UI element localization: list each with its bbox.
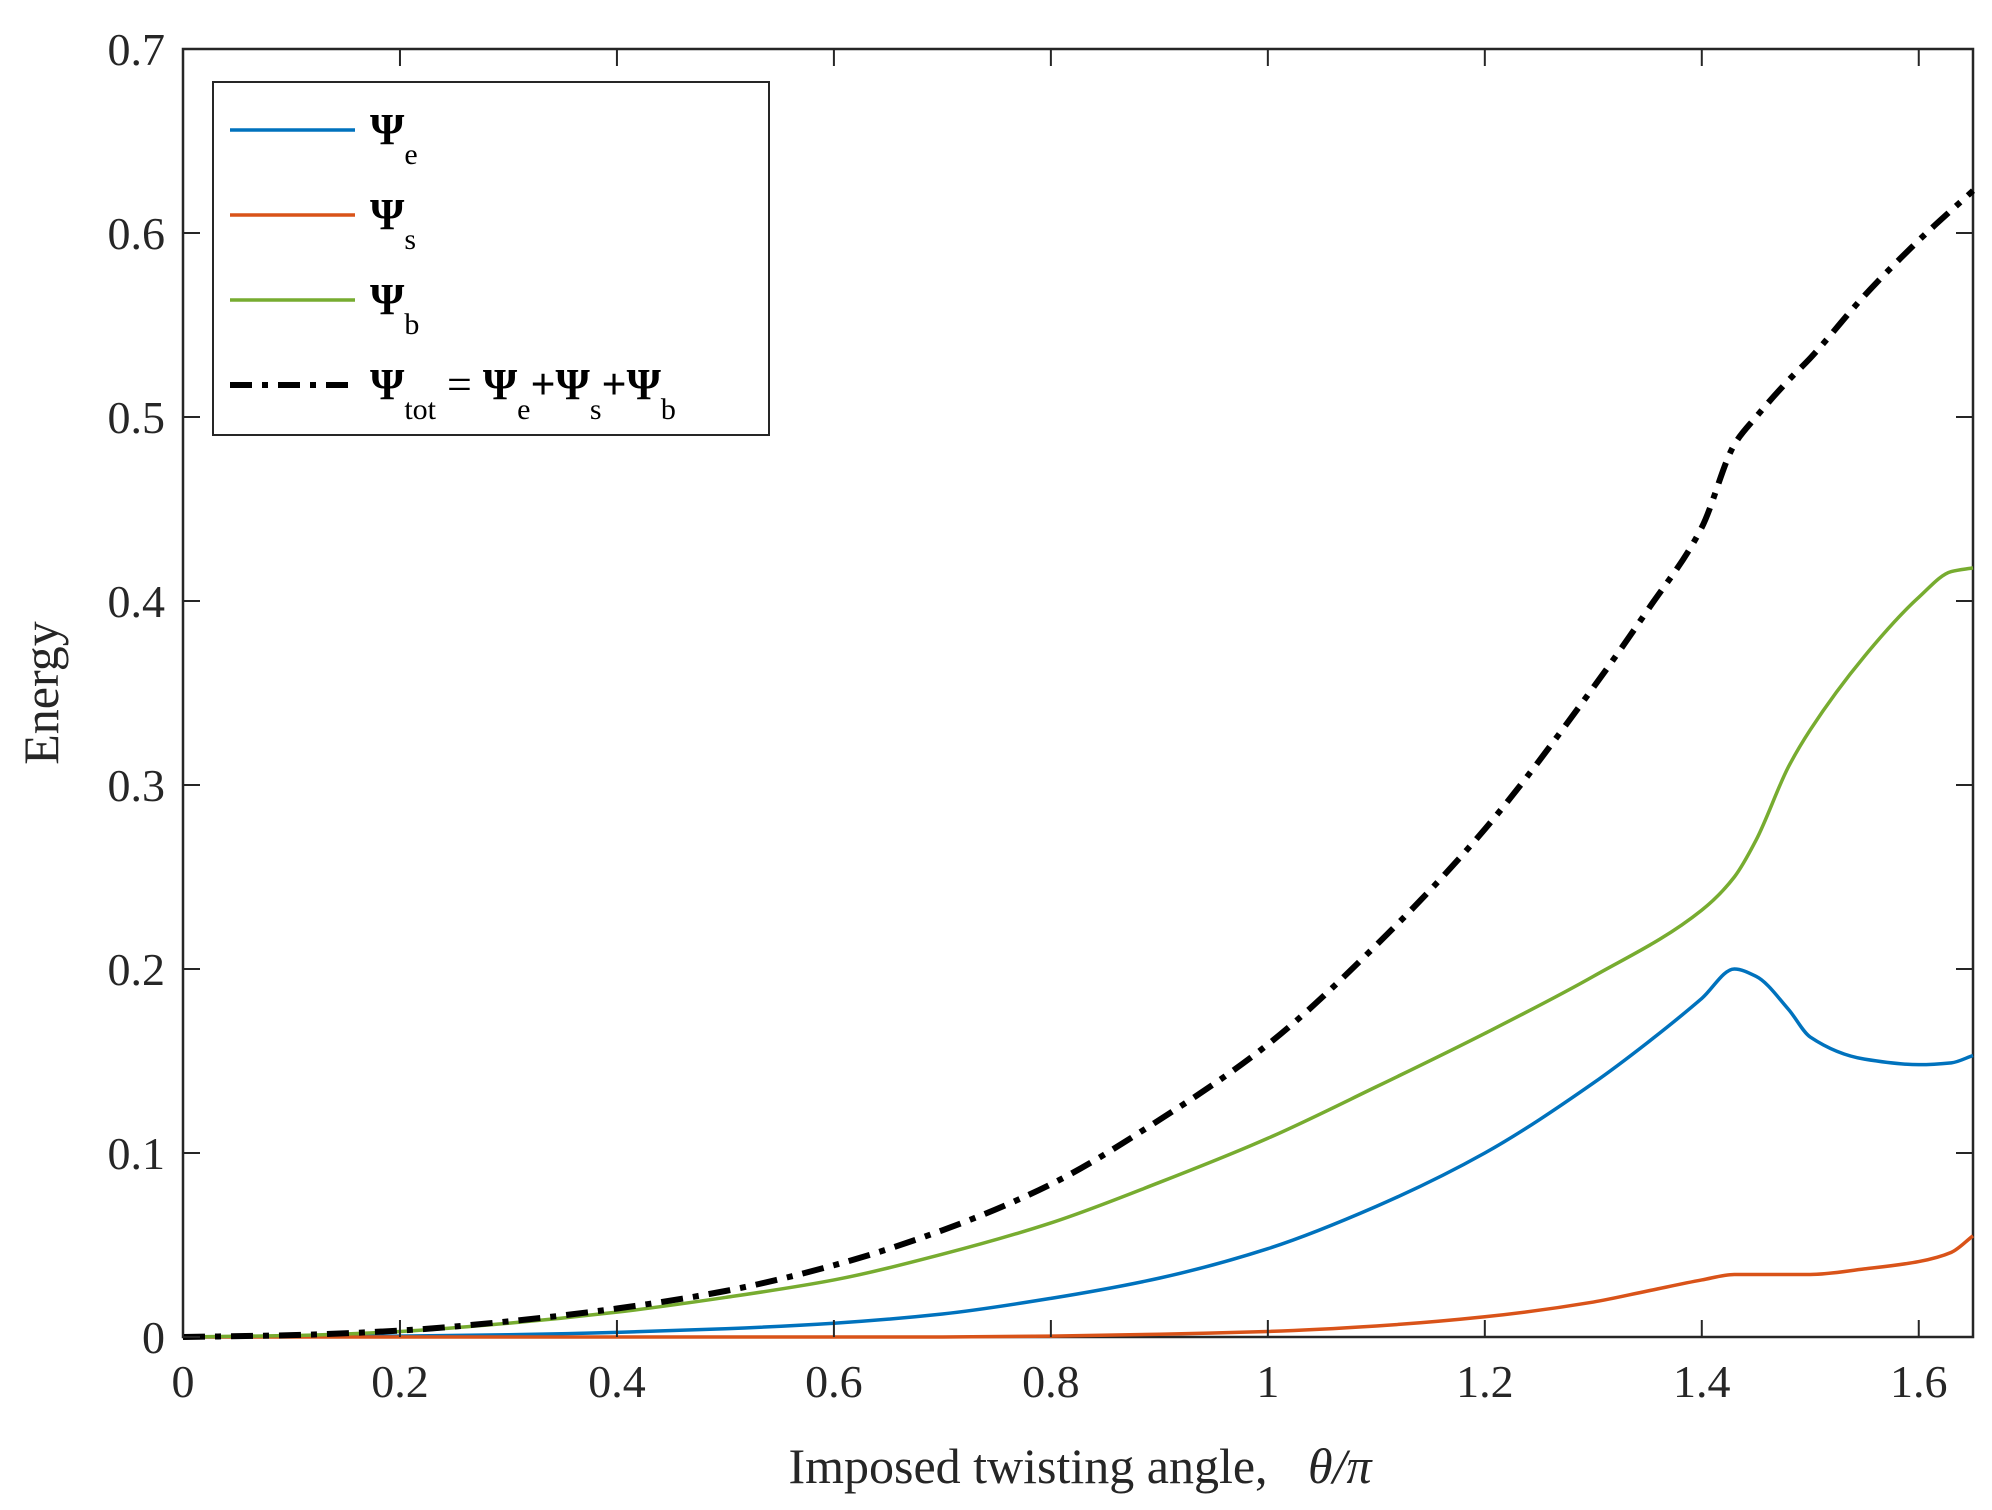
series-layer xyxy=(182,188,1976,1340)
x-tick-label: 0.2 xyxy=(371,1356,429,1407)
series-line-s xyxy=(183,1234,1975,1339)
y-tick-label: 0.6 xyxy=(108,208,166,259)
legend-label-sub: s xyxy=(404,223,416,256)
legend-label-sub: tot xyxy=(404,393,436,426)
legend-label-sub: e xyxy=(517,393,530,426)
x-tick-label: 0.4 xyxy=(588,1356,646,1407)
legend-label-main: Ψ xyxy=(370,360,405,409)
legend-label-s: Ψs xyxy=(370,190,416,256)
legend-label-part: +Ψ xyxy=(602,360,662,409)
x-tick-label: 1.2 xyxy=(1456,1356,1514,1407)
x-axis-title-symbol: θ/π xyxy=(1308,1438,1373,1494)
legend-label-sub: b xyxy=(404,308,419,341)
x-tick-label: 0 xyxy=(172,1356,195,1407)
legend-label-part: Ψ xyxy=(483,360,518,409)
x-axis-title-text: Imposed twisting angle, xyxy=(788,1438,1267,1494)
legend-label-e: Ψe xyxy=(370,105,418,171)
x-tick-label: 1 xyxy=(1256,1356,1279,1407)
y-tick-label: 0 xyxy=(142,1312,165,1363)
y-axis-title: Energy xyxy=(13,621,69,764)
legend-label-main: Ψ xyxy=(370,275,405,324)
y-tick-label: 0.5 xyxy=(108,392,166,443)
legend-label-sub: s xyxy=(590,393,602,426)
legend-label-sub: e xyxy=(404,138,417,171)
x-tick-label: 0.6 xyxy=(805,1356,863,1407)
legend-label-tot: Ψtot = Ψe+Ψs+Ψb xyxy=(370,360,676,426)
y-tick-label: 0.1 xyxy=(108,1128,166,1179)
x-tick-label: 1.6 xyxy=(1890,1356,1948,1407)
legend-label-sub: b xyxy=(661,393,676,426)
y-tick-label: 0.3 xyxy=(108,760,166,811)
legend-label-b: Ψb xyxy=(370,275,419,341)
tick-layer: 0 0.2 0.4 0.6 0.8 1 1.2 1.4 1.6 0 0.1 0.2 0.3 0.4 0.5 0… xyxy=(108,24,1973,1407)
legend-label-part: = xyxy=(436,360,483,409)
series-line-tot xyxy=(182,188,1976,1340)
y-tick-label: 0.4 xyxy=(108,576,166,627)
x-axis-title: Imposed twisting angle, θ/π xyxy=(788,1438,1373,1494)
y-tick-label: 0.7 xyxy=(108,24,166,75)
x-tick-label: 1.4 xyxy=(1673,1356,1731,1407)
series-line-e xyxy=(182,967,1974,1339)
legend-label-main: Ψ xyxy=(370,105,405,154)
legend-label-main: Ψ xyxy=(370,190,405,239)
y-tick-label: 0.2 xyxy=(108,944,166,995)
legend-label-part: +Ψ xyxy=(530,360,590,409)
x-tick-label: 0.8 xyxy=(1022,1356,1080,1407)
legend-box xyxy=(212,81,770,436)
